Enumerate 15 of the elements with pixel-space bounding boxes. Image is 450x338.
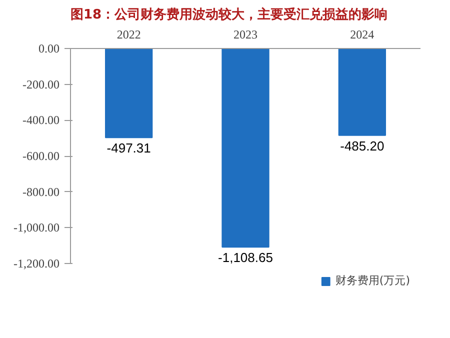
y-tick-label: -600.00 [22,149,60,163]
text: -1,108.65 [218,250,273,266]
x-tick-label: 2022 [116,28,141,42]
x-tick-label: 2024 [350,28,374,42]
y-tick-label: -1,200.00 [14,256,60,270]
legend-label: 财务费用(万元) [335,273,410,288]
y-tick-label: -200.00 [22,77,60,92]
chart-title: 图18：公司财务费用波动较大，主要受汇兑损益的影响 [70,6,388,22]
x-tick-label: 2023 [234,28,258,42]
y-tick-label: 0.00 [38,42,60,56]
y-tick-label: -400.00 [22,113,60,128]
y-tick-label: -1,000.00 [14,220,60,235]
text: -497.31 [106,140,151,156]
y-tick-label: -800.00 [22,184,60,199]
text: -485.20 [340,138,384,154]
